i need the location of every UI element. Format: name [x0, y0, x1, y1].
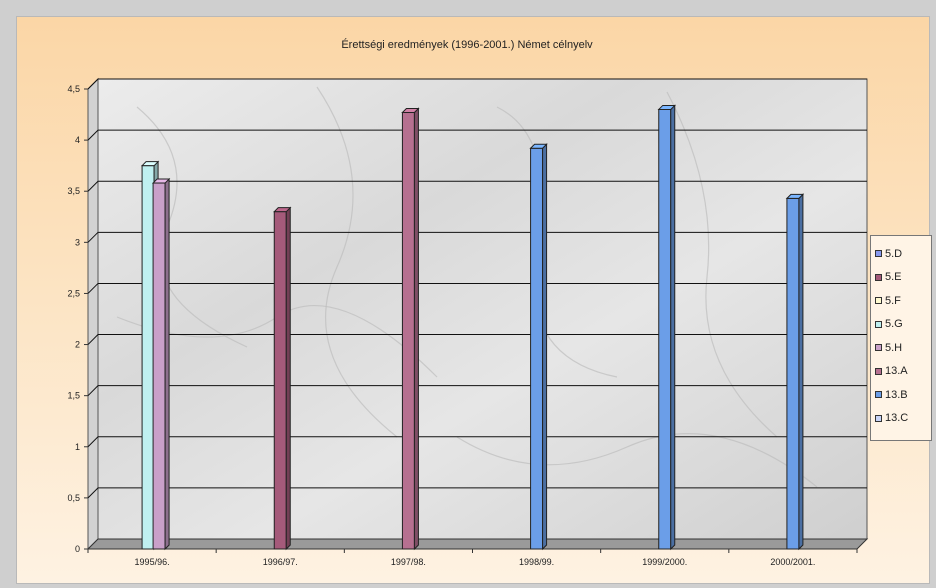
y-tick-label: 0 — [75, 544, 80, 554]
legend-label: 13.C — [885, 412, 909, 425]
legend-swatch — [875, 414, 882, 422]
chart-legend: 5.D 5.E 5.F 5.G 5.H 13.A 13.B 13.C — [870, 235, 932, 441]
marble-vein — [316, 86, 398, 438]
x-tick-label: 1997/98. — [391, 557, 426, 567]
legend-item: 13.B — [875, 383, 931, 407]
legend-swatch — [875, 344, 882, 352]
x-tick-label: 1996/97. — [263, 557, 298, 567]
chart-area: Érettségi eredmények (1996-2001.) Német … — [16, 16, 932, 584]
chart-plot: 0 0,5 1 1,5 2 2,5 3 3,5 4 4,5 1995/96. 1996/97. 1997… — [67, 77, 869, 567]
bar-top — [151, 178, 171, 184]
legend-label: 5.H — [885, 341, 903, 354]
bar-front — [401, 112, 415, 550]
y-tick-label: 2,5 — [67, 288, 80, 298]
marble-vein — [666, 91, 778, 438]
bar — [273, 206, 292, 551]
chart-back-wall — [97, 78, 868, 540]
marble-vein — [456, 433, 818, 488]
gridline — [87, 180, 867, 192]
x-tick-label: 1999/2000. — [642, 557, 687, 567]
gridline — [87, 129, 867, 141]
gridline — [87, 436, 867, 448]
gridline — [87, 78, 867, 90]
bar-side — [542, 143, 548, 551]
bar-side — [798, 193, 804, 551]
bar-top — [273, 207, 292, 213]
chart-left-wall — [87, 77, 99, 551]
gridline — [87, 385, 867, 397]
legend-item: 5.E — [875, 266, 931, 290]
chart-title: Érettségi eredmények (1996-2001.) Német … — [341, 39, 593, 51]
bar-front — [786, 197, 800, 550]
gridline — [87, 334, 867, 345]
bar-top — [529, 143, 548, 149]
bar-front — [530, 147, 544, 550]
legend-item: 13.C — [875, 407, 931, 431]
bar — [785, 193, 805, 551]
y-tick-label: 1,5 — [67, 391, 80, 401]
bar — [657, 104, 676, 551]
bar — [401, 107, 420, 551]
legend-label: 5.F — [885, 294, 901, 307]
bar-top — [140, 161, 160, 167]
legend-item: 13.A — [875, 360, 931, 384]
y-tick-label: 0,5 — [67, 493, 80, 503]
bar-side — [285, 206, 291, 551]
legend-swatch — [875, 297, 882, 305]
y-tick-label: 4,5 — [67, 84, 80, 94]
legend-label: 5.E — [885, 271, 902, 284]
legend-label: 13.B — [885, 388, 908, 401]
legend-label: 5.D — [885, 247, 903, 260]
x-tick-label: 1995/96. — [135, 557, 170, 567]
bar — [529, 143, 548, 551]
bar-top — [401, 108, 420, 114]
gridline — [87, 487, 867, 499]
y-tick-label: 1 — [75, 442, 80, 452]
bar-front — [141, 165, 155, 550]
bar-top — [785, 193, 805, 199]
legend-item: 5.D — [875, 242, 931, 266]
legend-label: 5.G — [885, 318, 903, 331]
gridline — [87, 231, 867, 243]
chart-floor — [86, 538, 869, 550]
y-tick-label: 3 — [75, 237, 80, 247]
bar-front — [658, 108, 672, 550]
bar-side — [670, 104, 676, 551]
bar-side — [164, 177, 170, 551]
legend-swatch — [875, 250, 882, 258]
x-tick-label: 2000/2001. — [770, 557, 815, 567]
y-tick-label: 4 — [75, 135, 80, 145]
x-tick-label: 1998/99. — [519, 557, 554, 567]
legend-swatch — [875, 367, 882, 375]
legend-item: 5.H — [875, 336, 931, 360]
legend-item: 5.G — [875, 313, 931, 337]
legend-swatch — [875, 273, 882, 281]
legend-label: 13.A — [885, 365, 908, 378]
y-tick-label: 2 — [75, 340, 80, 350]
legend-swatch — [875, 391, 882, 399]
legend-swatch — [875, 320, 882, 328]
legend-item: 5.F — [875, 289, 931, 313]
bar — [151, 177, 171, 551]
bar-front — [273, 211, 287, 550]
bar-top — [657, 104, 676, 110]
bar-front — [152, 182, 166, 550]
gridline — [87, 282, 867, 294]
y-tick-label: 3,5 — [67, 186, 80, 196]
bar-side — [413, 107, 419, 551]
